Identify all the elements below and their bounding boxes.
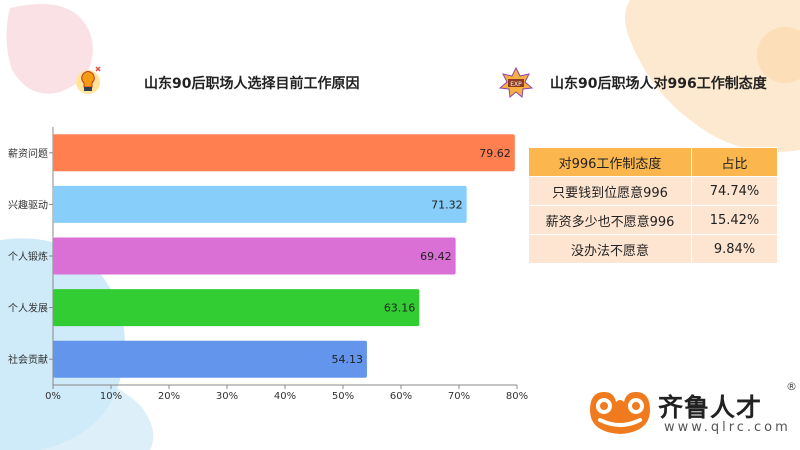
table-header-row: 对996工作制态度 占比 bbox=[528, 147, 778, 177]
x-tick-label: 80% bbox=[506, 391, 528, 402]
table-row: 薪资多少也不愿意996 15.42% bbox=[528, 205, 778, 235]
frog-logo-icon bbox=[590, 392, 650, 434]
lightbulb-icon bbox=[76, 66, 101, 94]
y-category-label: 个人发展 bbox=[8, 302, 48, 315]
x-tick-label: 30% bbox=[216, 391, 238, 402]
x-tick-label: 40% bbox=[274, 391, 296, 402]
bar-value-label: 63.16 bbox=[384, 302, 416, 315]
table-header-share: 占比 bbox=[691, 147, 778, 177]
bar-value-label: 54.13 bbox=[331, 353, 363, 366]
x-tick-label: 70% bbox=[448, 391, 470, 402]
registered-mark: ® bbox=[786, 380, 797, 393]
attitude-table: 对996工作制态度 占比 只要钱到位愿意996 74.74% 薪资多少也不愿意9… bbox=[528, 147, 778, 264]
table-cell-share: 9.84% bbox=[691, 234, 778, 264]
x-tick-label: 0% bbox=[45, 391, 61, 402]
y-category-label: 薪资问题 bbox=[8, 147, 48, 160]
table-cell-share: 74.74% bbox=[691, 176, 778, 206]
table-cell-attitude: 只要钱到位愿意996 bbox=[528, 176, 692, 206]
bar bbox=[53, 134, 515, 172]
right-panel-title: 山东90后职场人对996工作制态度 bbox=[550, 76, 767, 92]
x-tick-label: 20% bbox=[158, 391, 180, 402]
left-chart-title: 山东90后职场人选择目前工作原因 bbox=[144, 76, 360, 92]
y-category-label: 个人锻炼 bbox=[8, 250, 48, 263]
table-header-attitude: 对996工作制态度 bbox=[528, 147, 692, 177]
svg-text:EXP: EXP bbox=[510, 81, 522, 88]
x-tick-label: 50% bbox=[332, 391, 354, 402]
y-category-label: 兴趣驱动 bbox=[8, 198, 48, 211]
table-cell-attitude: 薪资多少也不愿意996 bbox=[528, 205, 692, 235]
bar bbox=[53, 237, 456, 275]
x-tick-label: 60% bbox=[390, 391, 412, 402]
bar-value-label: 69.42 bbox=[420, 250, 452, 263]
bar bbox=[53, 340, 367, 378]
y-category-label: 社会贡献 bbox=[8, 353, 48, 366]
bar-value-label: 79.62 bbox=[479, 147, 511, 160]
bar bbox=[53, 185, 467, 223]
bar-value-label: 71.32 bbox=[431, 198, 463, 211]
bar bbox=[53, 289, 420, 327]
exp-badge-icon: EXP bbox=[498, 66, 534, 98]
logo-name: 齐鲁人才 bbox=[658, 393, 763, 422]
table-cell-share: 15.42% bbox=[691, 205, 778, 235]
table-cell-attitude: 没办法不愿意 bbox=[528, 234, 692, 264]
x-tick-label: 10% bbox=[100, 391, 122, 402]
logo-url: www.qlrc.com bbox=[664, 420, 791, 435]
table-row: 没办法不愿意 9.84% bbox=[528, 234, 778, 264]
table-row: 只要钱到位愿意996 74.74% bbox=[528, 176, 778, 206]
